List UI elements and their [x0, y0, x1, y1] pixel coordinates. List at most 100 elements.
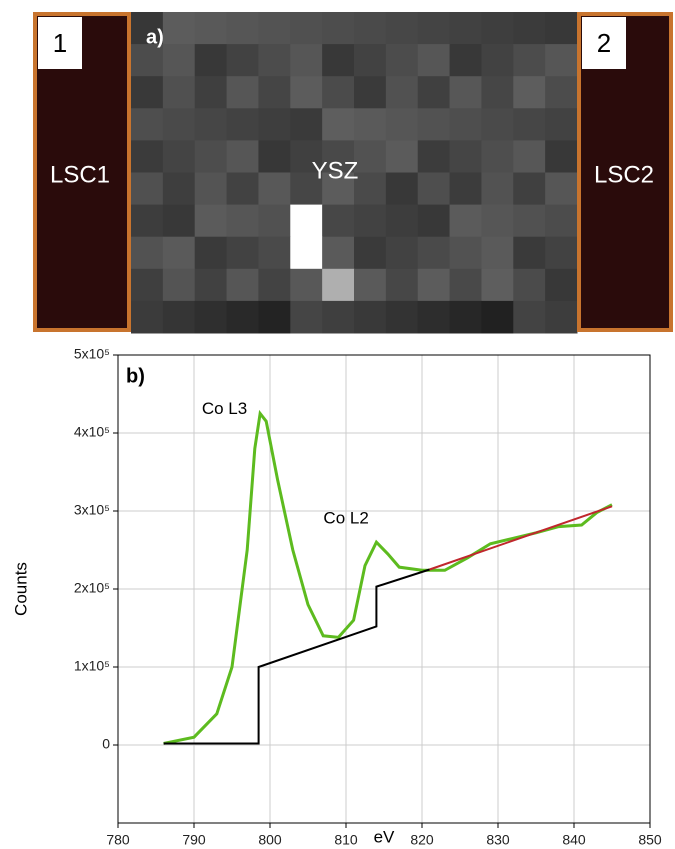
- pixel: [195, 108, 227, 141]
- pixel: [354, 76, 386, 109]
- pixel: [131, 140, 163, 173]
- pixel: [227, 173, 259, 206]
- pixel: [513, 140, 545, 173]
- pixel: [418, 44, 450, 77]
- pixel: [290, 12, 322, 45]
- pixel: [450, 173, 482, 206]
- pixel: [481, 76, 513, 109]
- pixel: [195, 44, 227, 77]
- pixel: [227, 108, 259, 141]
- y-tick-label: 1x10⁵: [74, 658, 110, 674]
- pixel: [513, 205, 545, 238]
- pixel: [163, 269, 195, 302]
- pixel: [195, 173, 227, 206]
- pixel: [258, 44, 290, 77]
- pixel: [131, 269, 163, 302]
- region-label: LSC1: [50, 161, 110, 188]
- x-tick-label: 800: [258, 832, 282, 848]
- y-tick-label: 0: [102, 736, 110, 752]
- pixel: [386, 269, 418, 302]
- pixel: [322, 205, 354, 238]
- pixel: [545, 237, 577, 270]
- pixel: [354, 205, 386, 238]
- pixel: [386, 140, 418, 173]
- pixel: [227, 269, 259, 302]
- pixel: [513, 108, 545, 141]
- pixel: [322, 44, 354, 77]
- pixel: [163, 140, 195, 173]
- annotation: Co L3: [202, 399, 247, 418]
- pixel: [386, 237, 418, 270]
- y-tick-label: 5x10⁵: [74, 346, 110, 362]
- pixel: [386, 44, 418, 77]
- pixel: [545, 76, 577, 109]
- pixel: [290, 269, 322, 302]
- pixel: [418, 269, 450, 302]
- pixel: [163, 76, 195, 109]
- x-tick-label: 780: [106, 832, 130, 848]
- pixel: [513, 76, 545, 109]
- pixel: [131, 301, 163, 334]
- pixel: [513, 301, 545, 334]
- pixel: [195, 237, 227, 270]
- pixel: [386, 301, 418, 334]
- pixel: [545, 12, 577, 45]
- pixel: [258, 301, 290, 334]
- pixel: [195, 269, 227, 302]
- spectrum-line: [164, 414, 612, 744]
- pixel: [163, 173, 195, 206]
- pixel: [195, 140, 227, 173]
- panel-label: a): [146, 26, 164, 48]
- pixel: [481, 173, 513, 206]
- pixel: [322, 12, 354, 45]
- pixel: [163, 12, 195, 45]
- center-label: YSZ: [312, 157, 359, 184]
- pixel: [418, 140, 450, 173]
- region-number: 1: [53, 28, 67, 58]
- pixel: [450, 108, 482, 141]
- x-tick-label: 810: [334, 832, 358, 848]
- pixel: [450, 269, 482, 302]
- pixel: [481, 237, 513, 270]
- pixel: [195, 12, 227, 45]
- pixel: [386, 108, 418, 141]
- pixel: [258, 205, 290, 238]
- pixel: [322, 76, 354, 109]
- pixel: [131, 205, 163, 238]
- pixel: [418, 173, 450, 206]
- pixel: [163, 44, 195, 77]
- spectrum-line: [164, 570, 430, 744]
- pixel: [481, 205, 513, 238]
- pixel: [195, 301, 227, 334]
- pixel: [322, 269, 354, 302]
- pixel: [450, 44, 482, 77]
- pixel: [258, 237, 290, 270]
- pixel: [450, 301, 482, 334]
- pixel: [258, 269, 290, 302]
- pixel: [354, 301, 386, 334]
- pixel: [386, 205, 418, 238]
- pixel: [386, 76, 418, 109]
- pixel: [163, 237, 195, 270]
- pixel: [418, 237, 450, 270]
- pixel: [418, 108, 450, 141]
- pixel: [354, 140, 386, 173]
- y-tick-label: 2x10⁵: [74, 580, 110, 596]
- pixel: [513, 12, 545, 45]
- pixel: [481, 12, 513, 45]
- pixel: [258, 173, 290, 206]
- pixel: [131, 237, 163, 270]
- pixel: [227, 44, 259, 77]
- pixel: [290, 44, 322, 77]
- region-number: 2: [597, 28, 611, 58]
- pixel: [545, 140, 577, 173]
- pixel: [258, 76, 290, 109]
- pixel: [418, 205, 450, 238]
- annotation: Co L2: [323, 508, 368, 527]
- pixel: [545, 108, 577, 141]
- pixel: [450, 12, 482, 45]
- pixel: [513, 173, 545, 206]
- figure: 1 2 LSC1 LSC2 a) YSZ 7807908008108208308…: [0, 0, 675, 849]
- pixel: [322, 237, 354, 270]
